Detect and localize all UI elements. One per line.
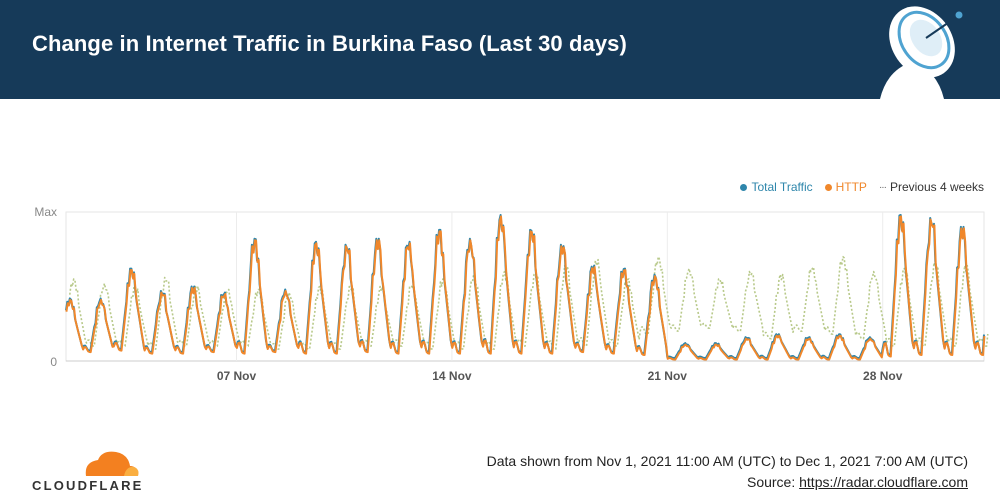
- x-tick-label: 14 Nov: [432, 369, 472, 383]
- satellite-dish-icon: [880, 6, 963, 99]
- legend-http[interactable]: HTTP: [824, 180, 867, 194]
- x-tick-label: 07 Nov: [217, 369, 257, 383]
- y-tick-label: Max: [34, 205, 57, 219]
- legend-total-dot: [740, 183, 748, 191]
- legend-previous[interactable]: ··· Previous 4 weeks: [879, 180, 984, 194]
- chart-axis-labels: 07 Nov 14 Nov 21 Nov 28 Nov 0 Max: [34, 205, 902, 383]
- cloudflare-logo-icon: [85, 451, 139, 476]
- x-tick-label: 21 Nov: [648, 369, 688, 383]
- legend-http-label: HTTP: [835, 180, 867, 194]
- x-tick-label: 28 Nov: [863, 369, 903, 383]
- chart-legend: Total Traffic HTTP ··· Previous 4 weeks: [740, 180, 984, 194]
- legend-total[interactable]: Total Traffic: [740, 180, 813, 194]
- source-link[interactable]: https://radar.cloudflare.com: [799, 474, 968, 490]
- legend-previous-label: Previous 4 weeks: [889, 180, 984, 194]
- series-http: [65, 215, 986, 361]
- traffic-chart: 07 Nov 14 Nov 21 Nov 28 Nov 0 Max: [34, 205, 989, 383]
- legend-http-dot: [824, 183, 832, 191]
- legend-previous-marker: ···: [878, 181, 887, 193]
- data-range-text: Data shown from Nov 1, 2021 11:00 AM (UT…: [486, 453, 968, 469]
- page-title: Change in Internet Traffic in Burkina Fa…: [32, 31, 627, 56]
- header-banner: Change in Internet Traffic in Burkina Fa…: [0, 0, 1000, 99]
- series-previous-4-weeks: [69, 255, 989, 350]
- source-label: Source:: [746, 474, 800, 490]
- chart-series: [65, 214, 989, 361]
- y-tick-label: 0: [50, 355, 57, 369]
- legend-total-label: Total Traffic: [751, 180, 813, 194]
- source-line: Source: https://radar.cloudflare.com: [747, 474, 968, 490]
- brand-wordmark: CLOUDFLARE: [32, 478, 144, 493]
- chart-grid: [65, 211, 985, 362]
